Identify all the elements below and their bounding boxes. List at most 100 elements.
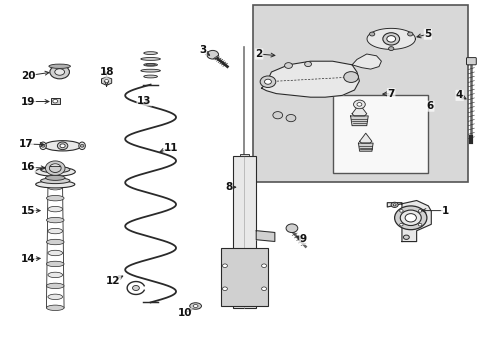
Circle shape <box>403 235 408 239</box>
Circle shape <box>53 99 58 103</box>
Ellipse shape <box>40 142 46 149</box>
Ellipse shape <box>46 195 64 201</box>
Circle shape <box>399 224 402 226</box>
Text: 14: 14 <box>21 254 36 264</box>
Circle shape <box>343 72 358 82</box>
Text: 9: 9 <box>299 234 306 244</box>
Polygon shape <box>351 104 366 116</box>
Ellipse shape <box>141 69 160 72</box>
Text: 7: 7 <box>386 89 394 99</box>
Circle shape <box>80 144 84 147</box>
Polygon shape <box>261 61 359 97</box>
Text: 5: 5 <box>424 29 430 39</box>
FancyBboxPatch shape <box>466 58 475 65</box>
Polygon shape <box>350 116 367 126</box>
Ellipse shape <box>36 181 75 188</box>
Ellipse shape <box>49 64 70 68</box>
Text: 13: 13 <box>137 96 151 106</box>
Ellipse shape <box>46 283 64 289</box>
Ellipse shape <box>46 261 64 267</box>
Bar <box>253 5 468 182</box>
Circle shape <box>222 264 227 267</box>
Polygon shape <box>358 143 372 151</box>
Ellipse shape <box>48 250 62 256</box>
Circle shape <box>404 213 416 222</box>
Ellipse shape <box>48 294 62 300</box>
Text: 15: 15 <box>21 206 36 216</box>
Text: 20: 20 <box>21 71 36 81</box>
Circle shape <box>260 76 275 87</box>
Circle shape <box>272 112 282 119</box>
Ellipse shape <box>41 166 70 173</box>
Circle shape <box>261 287 266 291</box>
Circle shape <box>57 142 68 150</box>
Ellipse shape <box>44 141 81 151</box>
Circle shape <box>261 264 266 267</box>
Bar <box>239 153 249 156</box>
Ellipse shape <box>46 305 64 311</box>
Circle shape <box>285 114 295 122</box>
Ellipse shape <box>48 228 62 234</box>
Circle shape <box>390 202 397 207</box>
Circle shape <box>264 79 271 84</box>
Circle shape <box>304 62 311 67</box>
Ellipse shape <box>35 167 75 176</box>
Circle shape <box>394 206 426 230</box>
Text: 18: 18 <box>99 67 114 77</box>
Ellipse shape <box>143 63 157 66</box>
Circle shape <box>418 224 421 226</box>
Ellipse shape <box>143 75 157 78</box>
Ellipse shape <box>48 206 62 212</box>
Text: 1: 1 <box>441 206 447 216</box>
Circle shape <box>399 210 402 212</box>
Polygon shape <box>366 28 415 49</box>
Circle shape <box>353 100 365 109</box>
Text: 2: 2 <box>255 49 262 59</box>
Circle shape <box>418 210 421 212</box>
Ellipse shape <box>46 217 64 223</box>
Ellipse shape <box>55 69 64 75</box>
Text: 11: 11 <box>163 143 178 153</box>
Text: 8: 8 <box>225 182 232 192</box>
Ellipse shape <box>143 52 157 54</box>
Circle shape <box>407 32 412 36</box>
Circle shape <box>356 103 361 106</box>
Ellipse shape <box>79 142 85 149</box>
Polygon shape <box>359 133 371 143</box>
Circle shape <box>392 204 395 206</box>
Ellipse shape <box>145 64 155 66</box>
Polygon shape <box>351 54 381 69</box>
Ellipse shape <box>50 65 69 79</box>
Text: 19: 19 <box>21 96 36 107</box>
Circle shape <box>41 144 45 147</box>
Circle shape <box>285 224 297 233</box>
Ellipse shape <box>193 305 198 307</box>
Polygon shape <box>386 201 430 242</box>
Ellipse shape <box>46 239 64 245</box>
Text: 10: 10 <box>177 308 192 318</box>
Ellipse shape <box>48 272 62 278</box>
Ellipse shape <box>48 184 62 190</box>
Circle shape <box>104 80 108 82</box>
Text: 4: 4 <box>455 90 463 100</box>
Polygon shape <box>256 231 274 242</box>
Circle shape <box>222 287 227 291</box>
Circle shape <box>388 47 393 50</box>
Text: 12: 12 <box>106 276 121 286</box>
Ellipse shape <box>41 178 70 184</box>
Ellipse shape <box>189 303 201 309</box>
Circle shape <box>369 32 374 36</box>
Circle shape <box>60 144 65 148</box>
Circle shape <box>132 285 139 291</box>
Text: 16: 16 <box>21 162 36 172</box>
Text: 3: 3 <box>199 45 206 55</box>
Circle shape <box>206 50 218 59</box>
Text: 6: 6 <box>426 101 433 111</box>
Text: 17: 17 <box>19 139 33 149</box>
Circle shape <box>382 33 399 45</box>
Bar <box>221 248 267 306</box>
Ellipse shape <box>141 58 160 60</box>
Circle shape <box>386 36 395 42</box>
Circle shape <box>400 210 420 225</box>
Bar <box>332 95 427 173</box>
